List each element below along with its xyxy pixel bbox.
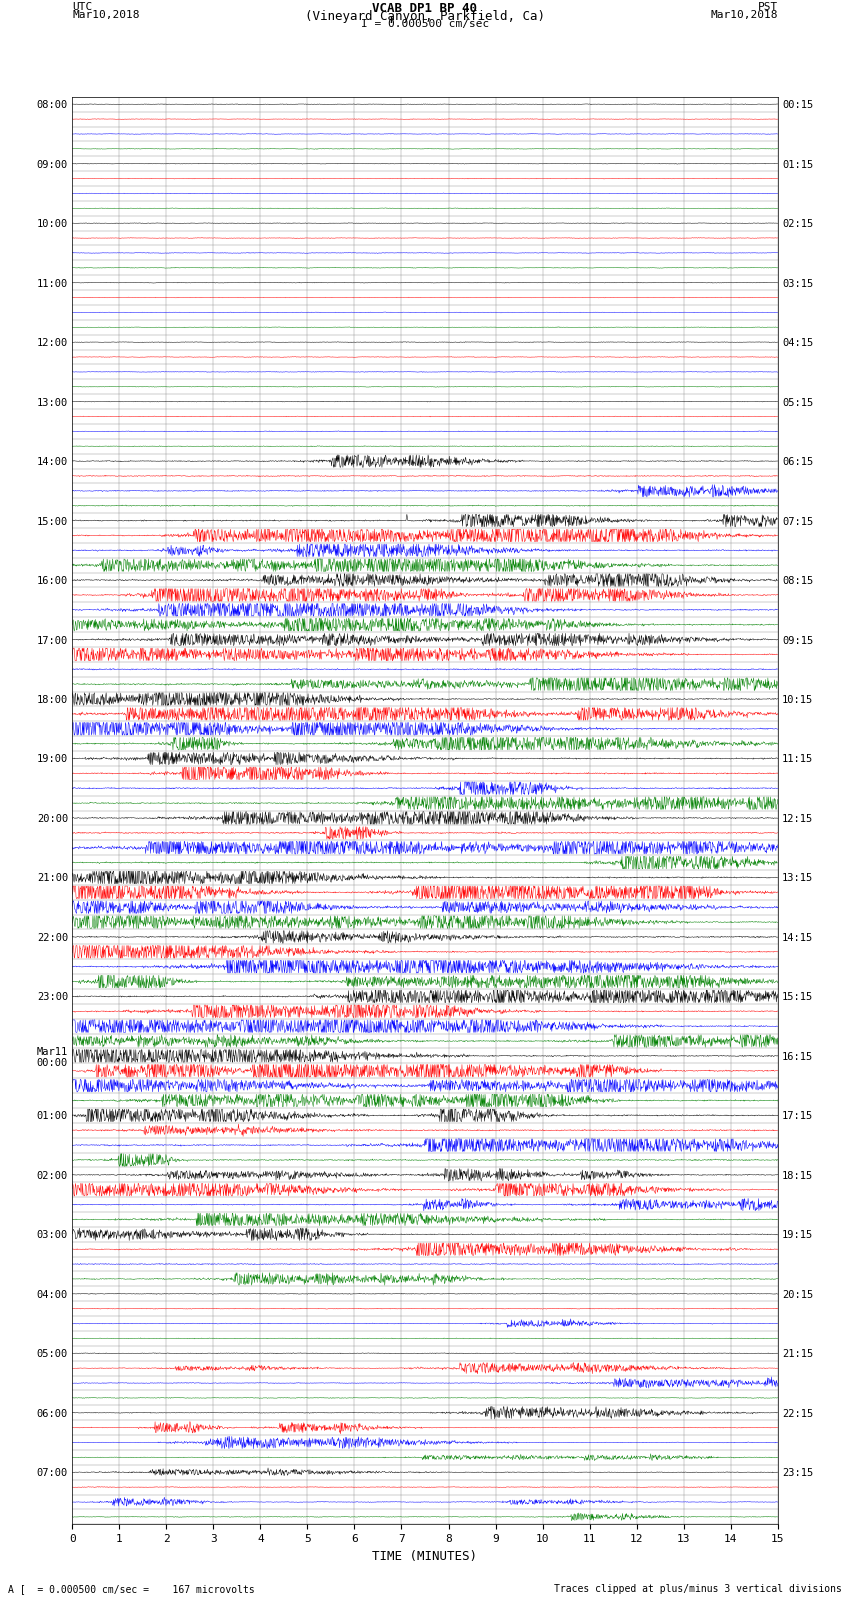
Text: Mar10,2018: Mar10,2018 bbox=[72, 11, 139, 21]
Text: (Vineyard Canyon, Parkfield, Ca): (Vineyard Canyon, Parkfield, Ca) bbox=[305, 11, 545, 24]
Text: VCAB DP1 BP 40: VCAB DP1 BP 40 bbox=[372, 3, 478, 16]
Text: A [  = 0.000500 cm/sec =    167 microvolts: A [ = 0.000500 cm/sec = 167 microvolts bbox=[8, 1584, 255, 1594]
X-axis label: TIME (MINUTES): TIME (MINUTES) bbox=[372, 1550, 478, 1563]
Text: Traces clipped at plus/minus 3 vertical divisions: Traces clipped at plus/minus 3 vertical … bbox=[553, 1584, 842, 1594]
Text: UTC: UTC bbox=[72, 3, 93, 13]
Text: PST: PST bbox=[757, 3, 778, 13]
Text: I = 0.000500 cm/sec: I = 0.000500 cm/sec bbox=[361, 19, 489, 29]
Text: Mar10,2018: Mar10,2018 bbox=[711, 11, 778, 21]
